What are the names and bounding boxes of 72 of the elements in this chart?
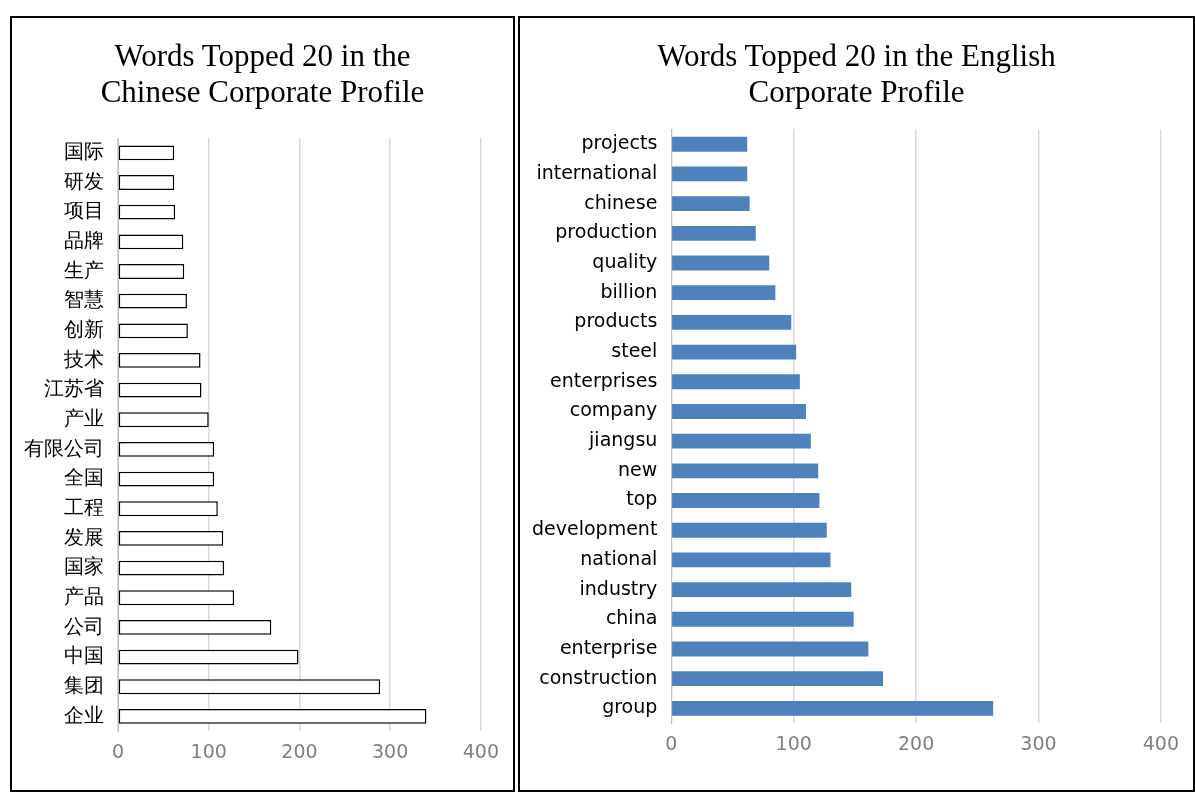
chart-title: Words Topped 20 in the Chinese Corporate Profile: [99, 38, 426, 110]
x-tick-label: 100: [775, 731, 812, 754]
x-tick-label: 300: [372, 739, 409, 762]
x-tick-label: 0: [111, 739, 125, 762]
bar: [672, 285, 776, 301]
x-tick-label: 300: [1020, 731, 1057, 754]
bar: [672, 166, 748, 182]
x-tick-label: 100: [190, 739, 227, 762]
y-tick-label: projects: [581, 131, 658, 154]
y-tick-label: quality: [592, 249, 658, 272]
y-tick-label: 中国: [64, 644, 104, 667]
y-tick-label: top: [626, 487, 658, 510]
bar: [672, 522, 827, 538]
y-tick-label: 企业: [64, 703, 104, 726]
bar: [672, 641, 869, 657]
bar: [672, 433, 811, 449]
bar: [672, 493, 820, 508]
y-tick-label: 技术: [63, 347, 104, 370]
y-tick-label: 国际: [64, 140, 104, 163]
y-tick-label: steel: [611, 339, 658, 362]
y-tick-label: 工程: [64, 496, 104, 518]
y-tick-label: billion: [600, 279, 658, 302]
bar: [672, 552, 831, 568]
y-tick-label: 全国: [64, 466, 104, 489]
y-tick-label: group: [602, 695, 658, 718]
y-tick-label: international: [536, 160, 658, 183]
y-tick-label: enterprises: [550, 368, 658, 391]
y-tick-label: 江苏省: [44, 377, 104, 400]
y-tick-label: 产业: [64, 407, 104, 430]
y-tick-label: construction: [539, 665, 658, 688]
y-tick-label: 品牌: [64, 229, 104, 252]
y-tick-label: 集团: [64, 673, 104, 696]
y-tick-label: 产品: [64, 584, 104, 607]
bar: [672, 582, 852, 598]
y-tick-label: products: [574, 309, 658, 332]
bar: [672, 404, 806, 419]
bar: [672, 225, 756, 241]
y-tick-label: 发展: [64, 525, 104, 548]
y-tick-label: enterprise: [559, 635, 658, 658]
x-tick-label: 400: [462, 739, 499, 762]
y-tick-label: 有限公司: [24, 436, 104, 459]
y-tick-label: 公司: [64, 614, 104, 637]
y-tick-label: chinese: [584, 190, 658, 213]
x-tick-label: 400: [1142, 731, 1179, 754]
bar: [672, 374, 800, 390]
bar: [672, 255, 770, 271]
bar: [672, 344, 797, 360]
y-tick-label: 项目: [64, 199, 104, 222]
y-tick-label: 研发: [64, 169, 104, 192]
y-tick-label: production: [555, 220, 658, 243]
y-tick-label: 生产: [64, 258, 104, 281]
y-tick-label: 国家: [64, 555, 104, 578]
x-tick-label: 200: [281, 739, 318, 762]
y-tick-label: china: [605, 606, 658, 629]
x-tick-label: 200: [897, 731, 935, 754]
bar: [672, 700, 994, 716]
y-tick-label: jiangsu: [588, 428, 658, 451]
bar: [672, 196, 750, 212]
bar: [672, 136, 748, 152]
chart-title: Words Topped 20 in the English Corporate Profile: [656, 38, 1057, 110]
y-tick-label: new: [618, 457, 658, 480]
x-tick-label: 0: [665, 731, 678, 754]
y-tick-label: 智慧: [64, 288, 104, 311]
y-tick-label: company: [569, 398, 658, 421]
y-tick-label: 创新: [64, 318, 104, 341]
y-tick-label: development: [531, 517, 658, 540]
y-tick-label: industry: [579, 576, 658, 599]
bar: [672, 463, 819, 479]
bar: [672, 611, 854, 627]
bar: [672, 671, 884, 687]
bar: [672, 314, 792, 330]
y-tick-label: national: [580, 546, 658, 569]
